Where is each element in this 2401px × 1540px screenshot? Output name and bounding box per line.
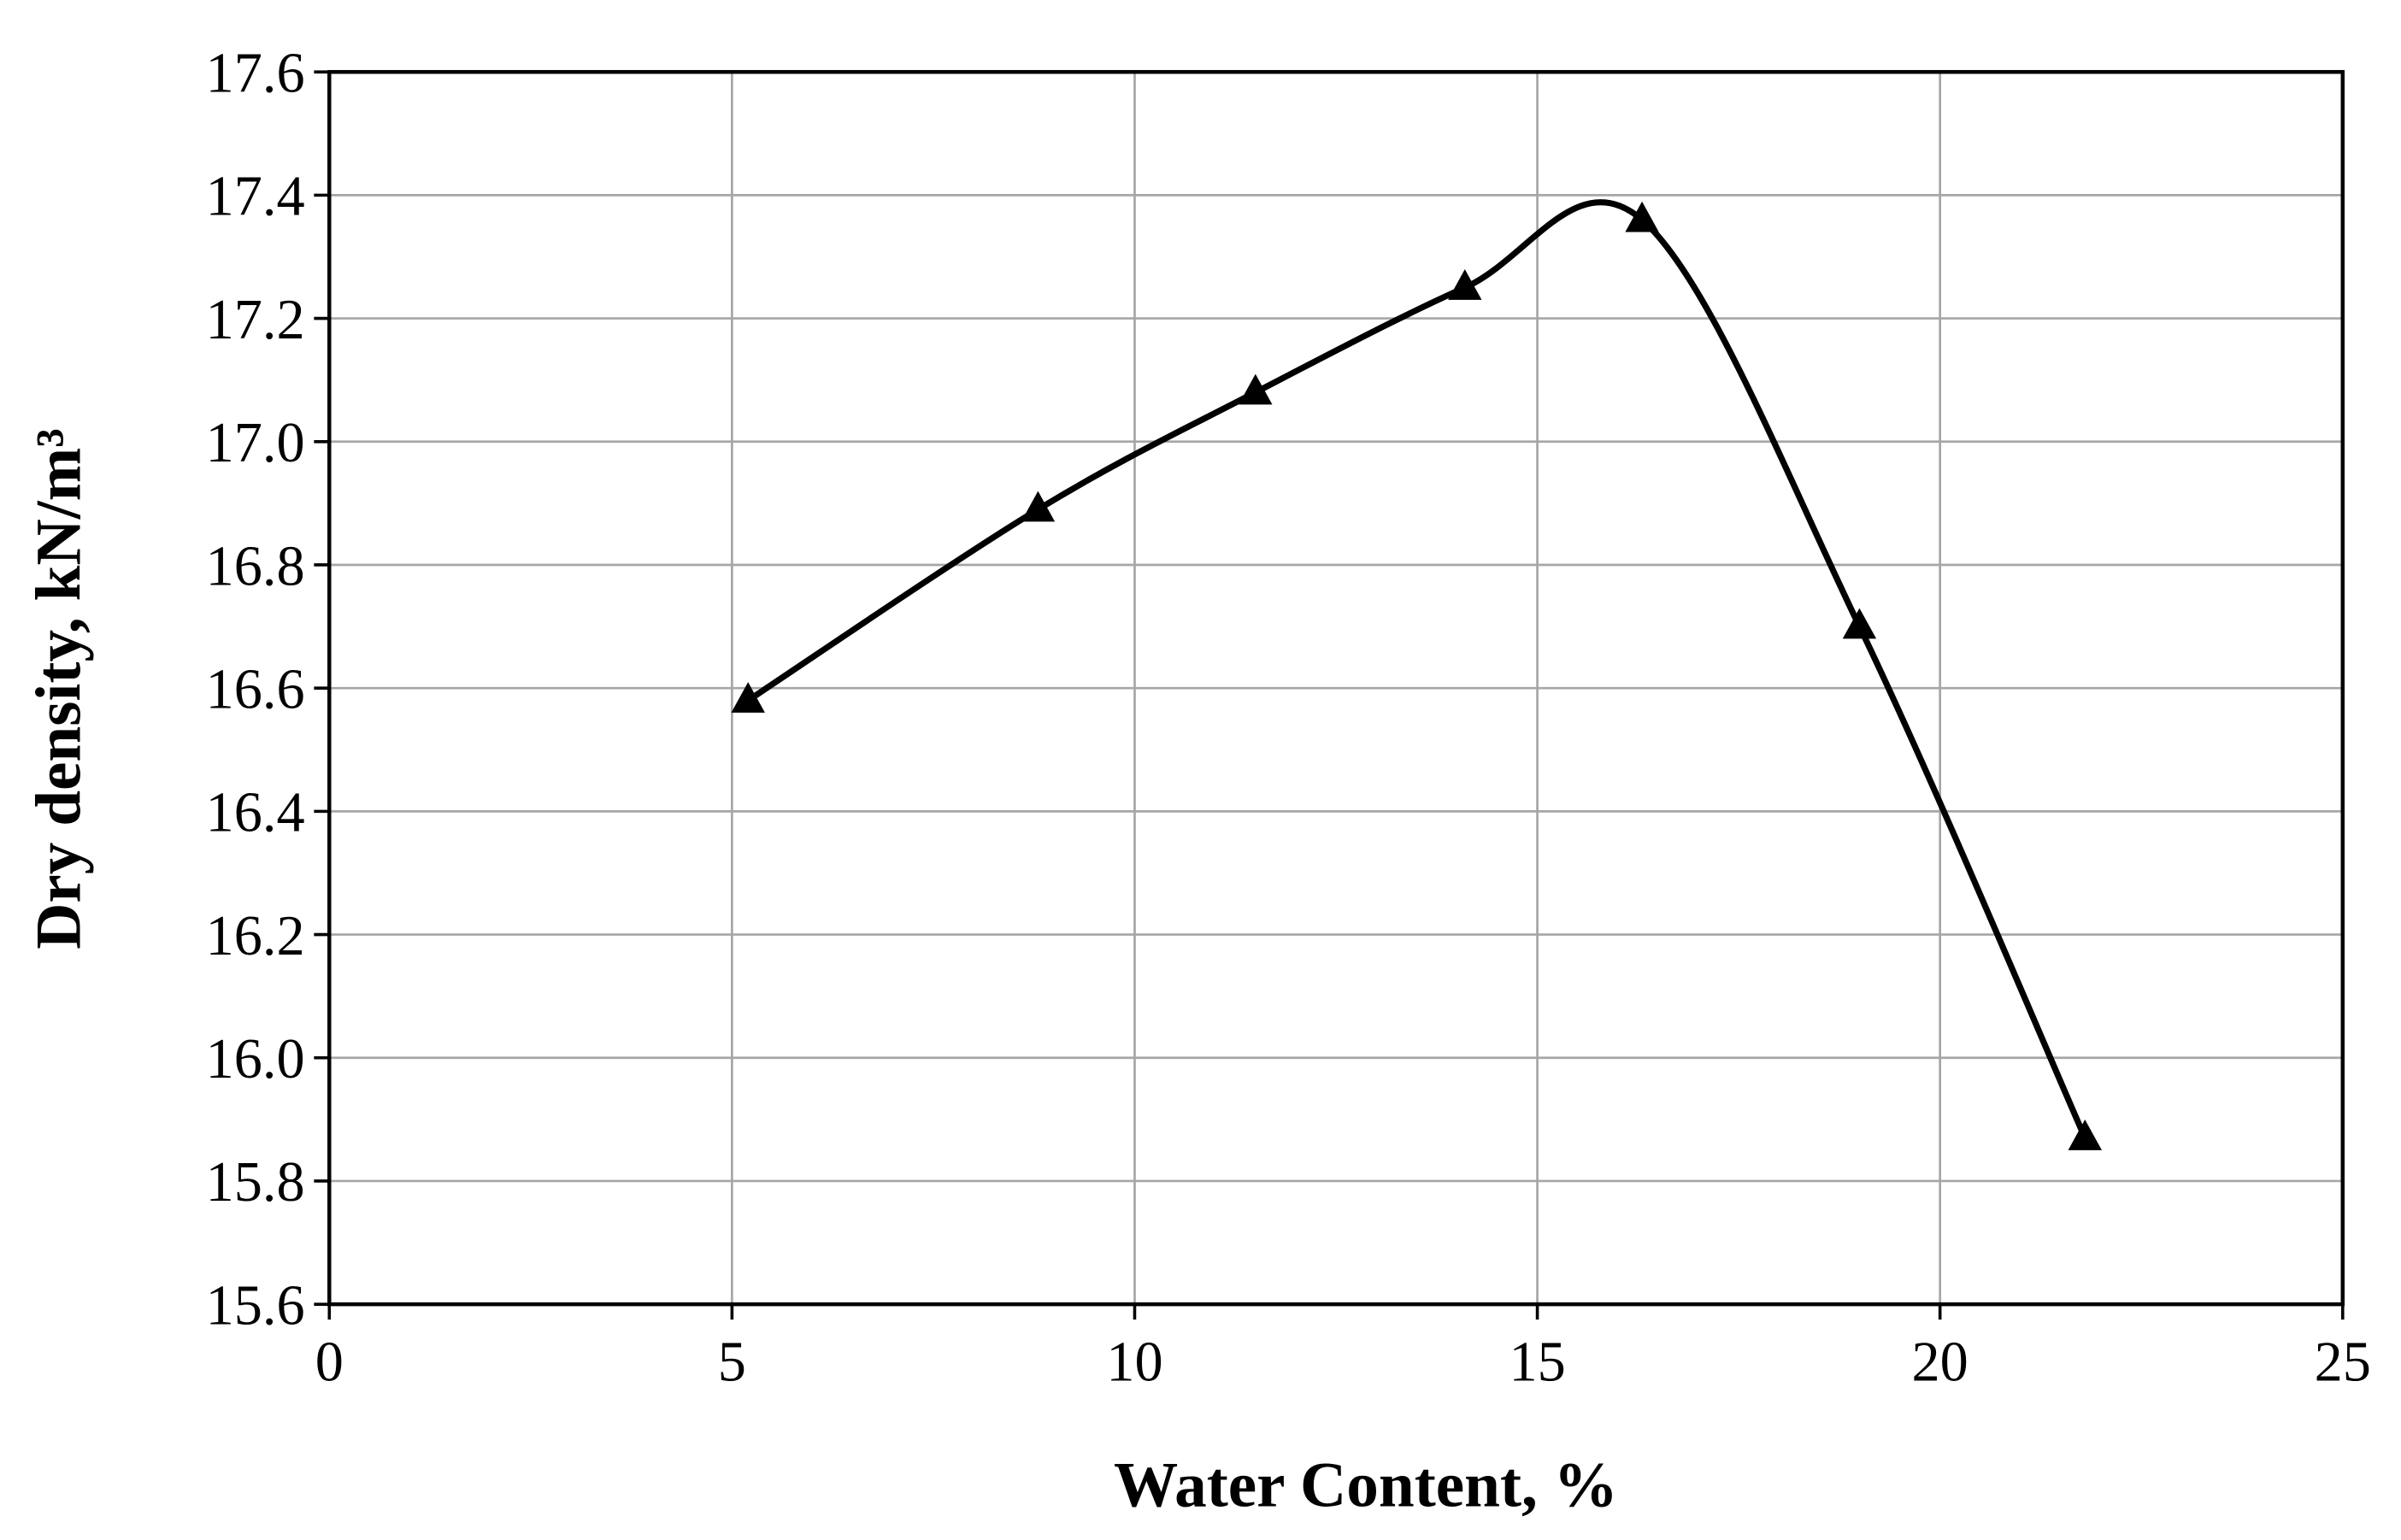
x-tick-label: 15 (1509, 1331, 1565, 1394)
data-point (2068, 1119, 2102, 1150)
data-line (746, 199, 2088, 1139)
y-tick-label: 17.4 (206, 166, 305, 228)
x-tick-label: 5 (718, 1331, 746, 1394)
y-tick-label: 15.8 (206, 1151, 305, 1214)
y-tick-label: 17.0 (206, 412, 305, 474)
y-axis-title: Dry density, kN/m³ (23, 428, 94, 949)
x-axis-title: Water Content, % (1114, 1450, 1618, 1521)
x-tick-label: 10 (1106, 1331, 1162, 1394)
y-tick-label: 16.4 (206, 782, 305, 844)
data-point (731, 682, 765, 713)
data-point (1842, 608, 1877, 639)
plot-frame (327, 69, 2345, 1307)
y-tick-label: 17.6 (206, 42, 305, 104)
y-tick-label: 16.2 (206, 905, 305, 967)
x-tick-label: 25 (2315, 1331, 2371, 1394)
data-point (1625, 201, 1659, 232)
y-tick-label: 16.8 (206, 535, 305, 597)
data-point (1448, 269, 1482, 300)
y-tick-label: 17.2 (206, 289, 305, 351)
y-tick-label: 16.0 (206, 1028, 305, 1090)
x-tick-label: 20 (1912, 1331, 1968, 1394)
y-tick-label: 16.6 (206, 658, 305, 720)
data-point (1239, 373, 1273, 405)
x-tick-label: 0 (315, 1331, 344, 1394)
data-point (1021, 491, 1056, 522)
y-tick-label: 15.6 (206, 1274, 305, 1337)
